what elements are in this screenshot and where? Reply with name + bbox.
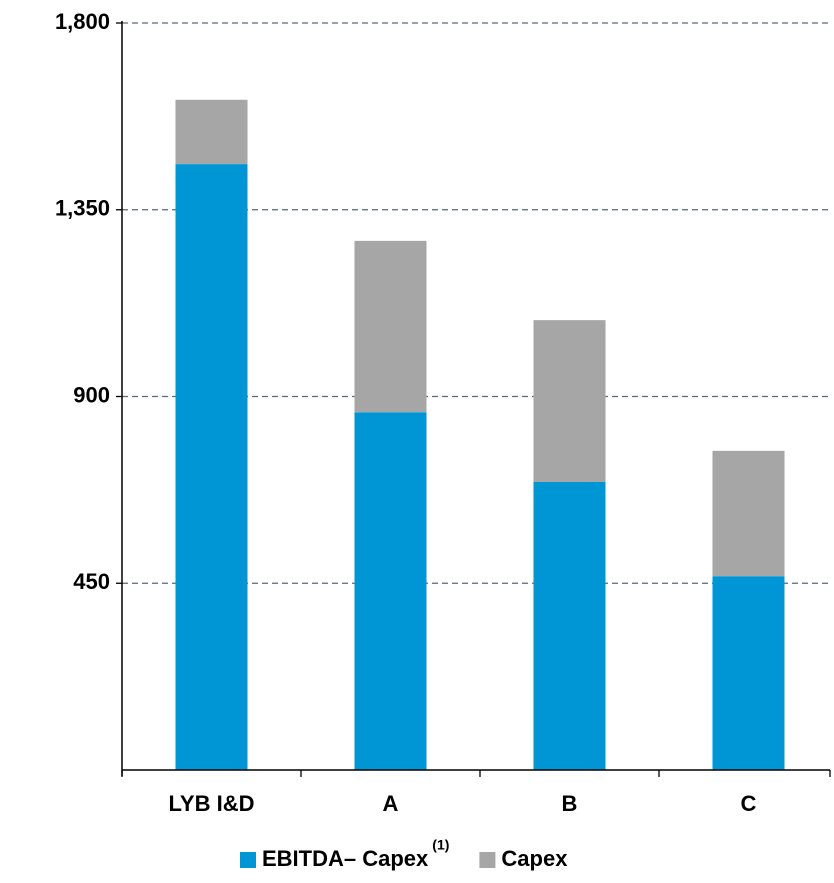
bar-segment (354, 412, 427, 770)
x-tick-label: C (741, 791, 757, 816)
bar-segment (175, 164, 248, 771)
legend-label: EBITDA– Capex (262, 846, 429, 871)
legend-swatch (479, 852, 496, 868)
bar-segment (533, 481, 606, 770)
bar-segment (175, 99, 248, 165)
y-tick-label: 900 (73, 382, 110, 407)
legend-swatch (240, 852, 256, 868)
y-tick-label: 1,800 (55, 9, 110, 34)
bar-segment (533, 320, 606, 482)
legend-superscript: (1) (432, 837, 449, 853)
legend-label: Capex (501, 846, 568, 871)
bar-segment (712, 576, 785, 770)
x-tick-label: B (562, 791, 578, 816)
bar-segment (354, 240, 427, 413)
bar-segment (712, 450, 785, 577)
x-tick-label: LYB I&D (169, 791, 255, 816)
y-tick-label: 450 (73, 569, 110, 594)
y-tick-label: 1,350 (55, 196, 110, 221)
x-tick-label: A (383, 791, 399, 816)
